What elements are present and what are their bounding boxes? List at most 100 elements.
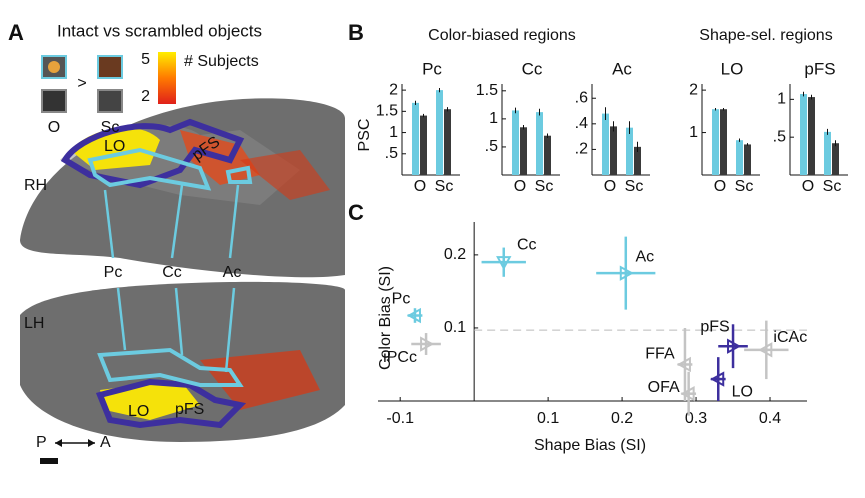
x-tick-label: O [414, 178, 426, 195]
pointer [228, 184, 240, 259]
group-title: Color-biased regions [428, 27, 576, 44]
bar [520, 127, 527, 175]
point [758, 342, 773, 358]
pointer [224, 287, 236, 373]
y-tick-label: 1 [389, 124, 398, 141]
chart-title: LO [721, 59, 744, 78]
panel-letter: C [348, 200, 364, 225]
y-tick-label: 2 [389, 81, 398, 98]
x-tick-label: O [802, 178, 814, 195]
x-tick-label: 0.2 [611, 410, 633, 427]
point-label: OFA [648, 379, 680, 396]
scale-label: 2 [141, 88, 150, 105]
bar [736, 140, 743, 175]
pointer [103, 189, 115, 259]
thumb-label: O [48, 119, 60, 136]
y-tick-label: .6 [575, 89, 588, 106]
point [619, 265, 634, 281]
bar [512, 110, 519, 175]
bar [712, 109, 719, 175]
y-tick-label: 1 [489, 110, 498, 127]
roi-outline [87, 147, 212, 191]
roi-outline [225, 165, 253, 184]
y-tick-label: 1.5 [376, 103, 398, 120]
bar [536, 112, 543, 175]
roi-outline [97, 347, 244, 387]
thumbnail [97, 89, 123, 113]
panel-title: Intact vs scrambled objects [57, 21, 262, 40]
roi-label: LO [128, 403, 149, 420]
bar [720, 109, 727, 175]
pointer-label: Cc [162, 264, 182, 281]
bar [602, 113, 609, 175]
group-title: Shape-sel. regions [699, 27, 832, 44]
bar [800, 94, 807, 175]
bar [412, 102, 419, 175]
y-tick-label: 1 [689, 124, 698, 141]
y-tick-label: 0.2 [444, 246, 466, 263]
point [496, 256, 512, 271]
chart-title: pFS [804, 59, 835, 78]
panel-a: Intact vs scrambled objects LO pFS LO pF… [20, 21, 345, 464]
x-tick-label: Sc [435, 178, 454, 195]
activation [200, 350, 320, 410]
pointers [103, 184, 240, 373]
x-tick-label: Sc [625, 178, 644, 195]
chart-title: Ac [612, 59, 632, 78]
point [420, 336, 435, 352]
y-tick-label: .5 [485, 138, 498, 155]
x-axis-label: Shape Bias (SI) [534, 437, 646, 454]
y-tick-label: .4 [575, 115, 588, 132]
pointer [174, 287, 184, 356]
point [727, 338, 742, 354]
thumbnail [97, 55, 123, 79]
y-tick-label: 1 [777, 91, 786, 108]
bar [610, 126, 617, 175]
y-tick-label: 0.1 [444, 319, 466, 336]
scale-label: 5 [141, 51, 150, 68]
direction-label: P [36, 434, 47, 451]
scale-title: # Subjects [184, 53, 259, 70]
x-tick-label: 0.3 [685, 410, 707, 427]
point [710, 371, 725, 387]
scale-bar [40, 458, 58, 464]
panel-letter: A [8, 20, 24, 45]
thumbnail-object [48, 61, 60, 73]
panel-letter: B [348, 20, 364, 45]
compare-sign: > [77, 75, 86, 92]
point [680, 386, 695, 402]
x-tick-label: Sc [735, 178, 754, 195]
pointer [116, 287, 127, 351]
pointer-label: Pc [104, 264, 123, 281]
roi-outline [95, 378, 247, 429]
x-tick-label: O [714, 178, 726, 195]
x-tick-label: 0.1 [537, 410, 559, 427]
y-tick-label: .5 [385, 145, 398, 162]
point-label: LO [732, 383, 753, 400]
y-tick-label: 2 [689, 81, 698, 98]
point-label: Cc [517, 236, 537, 253]
thumbnail [41, 89, 67, 113]
chart-title: Cc [522, 59, 543, 78]
y-axis-label: PSC [356, 119, 373, 152]
hemisphere-label: LH [24, 315, 44, 332]
bar [832, 143, 839, 175]
roi-outline [60, 118, 245, 189]
point-label: iPCc [383, 349, 417, 366]
bar [436, 90, 443, 175]
bar [824, 131, 831, 175]
roi-label: pFS [175, 401, 204, 418]
point-label: Pc [392, 291, 411, 308]
y-tick-label: .5 [773, 128, 786, 145]
activation [240, 150, 330, 200]
x-tick-label: O [514, 178, 526, 195]
x-tick-label: Sc [823, 178, 842, 195]
x-tick-label: -0.1 [386, 410, 414, 427]
point-label: pFS [700, 318, 729, 335]
bar [420, 115, 427, 175]
point [406, 307, 421, 324]
thumb-label: Sc [101, 119, 120, 136]
color-scale [158, 52, 176, 104]
pointer-label: Ac [223, 264, 242, 281]
